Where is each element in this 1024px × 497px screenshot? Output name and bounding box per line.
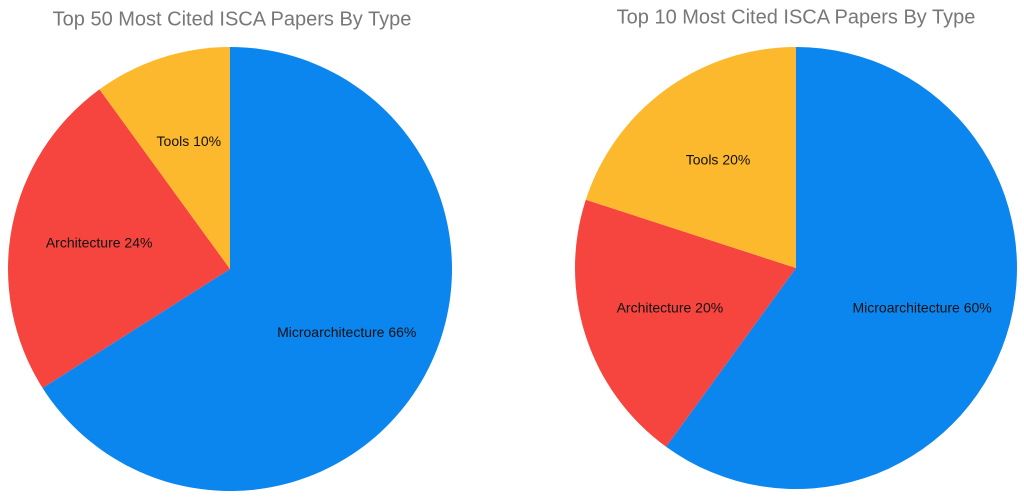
pie-slice — [666, 47, 1018, 490]
pie-slice — [585, 47, 796, 268]
pie-slice — [8, 89, 231, 388]
slice-label: Architecture 24% — [46, 235, 153, 251]
pie-slice — [99, 47, 230, 269]
pie-slice — [42, 47, 452, 492]
slice-label: Microarchitecture 60% — [852, 300, 991, 316]
slice-label: Architecture 20% — [617, 300, 724, 316]
slice-label: Tools 20% — [686, 151, 751, 167]
chart-title: Top 50 Most Cited ISCA Papers By Type — [53, 8, 412, 30]
chart-title: Top 10 Most Cited ISCA Papers By Type — [617, 6, 976, 28]
slice-label: Tools 10% — [157, 133, 222, 149]
pie-slice — [575, 199, 796, 447]
slice-label: Microarchitecture 66% — [277, 324, 416, 340]
